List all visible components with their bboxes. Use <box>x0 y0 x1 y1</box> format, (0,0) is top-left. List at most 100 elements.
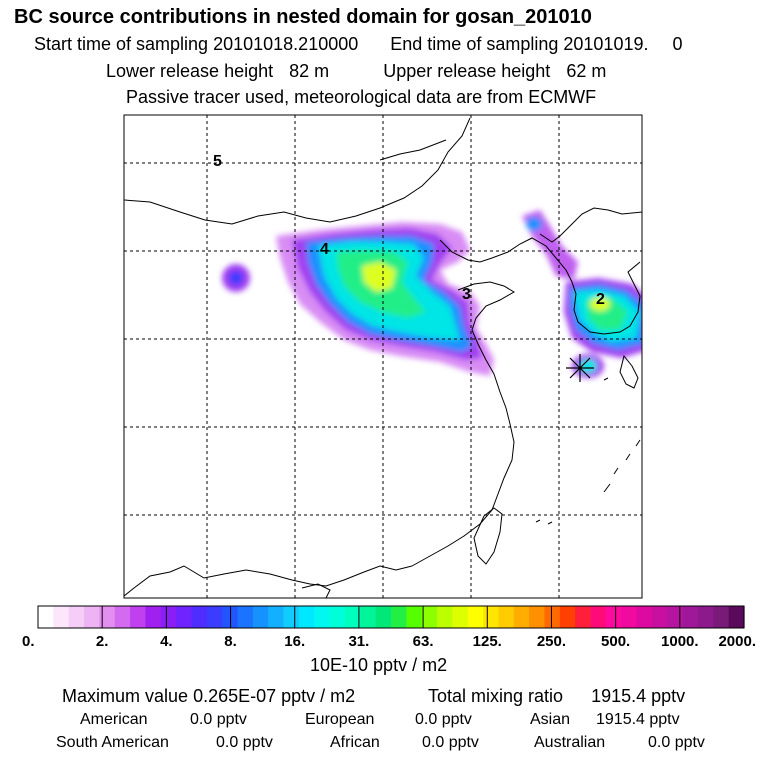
upper-label: Upper release height <box>383 61 551 81</box>
plume-west-spot-inner <box>229 271 243 285</box>
colorbar-cell <box>206 606 223 628</box>
colorbar-tick-label: 125. <box>473 633 502 650</box>
colorbar-cell <box>483 606 500 628</box>
colorbar-frame <box>37 605 745 629</box>
colorbar-cell <box>99 606 116 628</box>
coastline-korea-north <box>539 207 642 243</box>
colorbar-cells <box>38 606 745 628</box>
region-name-american: American <box>80 711 148 728</box>
colorbar-cell <box>452 606 469 628</box>
coastline-northeast <box>379 139 447 161</box>
colorbar-units: 10E-10 pptv / m2 <box>310 655 448 675</box>
colorbar-cell <box>406 606 423 628</box>
colorbar-tick-labels: 0. 2. 4. 8. 16. 31. 63. 125. 250. 500. 1000. 2000. <box>22 633 756 650</box>
colorbar-cell <box>176 606 193 628</box>
coastline-east-china <box>411 373 515 567</box>
colorbar-cell <box>314 606 331 628</box>
colorbar-tick-label: 16. <box>284 633 305 650</box>
colorbar-cell <box>191 606 208 628</box>
map-frame <box>123 114 643 599</box>
colorbar-tick-label: 1000. <box>661 633 699 650</box>
end-label: End time of sampling <box>390 34 559 54</box>
upper-value: 62 m <box>566 61 607 81</box>
coastline-hainan <box>301 583 331 598</box>
colorbar-cell <box>38 606 54 628</box>
region-value-south-american: 0.0 pptv <box>216 734 273 751</box>
colorbar-tick-label: 4. <box>160 633 173 650</box>
plume-jeju-inner <box>579 359 597 373</box>
coastline-korea <box>555 257 641 335</box>
colorbar-tick-label: 0. <box>22 633 35 650</box>
trajectory-label-5: 5 <box>213 153 222 170</box>
colorbar-cell <box>590 606 607 628</box>
colorbar-tick-label: 8. <box>224 633 237 650</box>
start-label: Start time of sampling <box>34 34 209 54</box>
colorbar-cell <box>421 606 438 628</box>
plume-layer-yellow <box>362 262 396 292</box>
colorbar-tick-lines <box>37 606 745 628</box>
colorbar-cell <box>283 606 300 628</box>
colorbar-cell <box>160 606 177 628</box>
colorbar-cell <box>437 606 453 628</box>
secondary-plumes <box>222 210 642 378</box>
trajectory-label-2: 2 <box>596 291 605 308</box>
colorbar-cell <box>559 606 576 628</box>
colorbar-cell <box>651 606 668 628</box>
region-value-australian: 0.0 pptv <box>648 734 705 751</box>
colorbar-cell <box>252 606 269 628</box>
sampling-time-line: Start time of sampling 20101018.210000 E… <box>34 34 683 55</box>
region-value-asian: 1915.4 pptv <box>596 711 680 728</box>
colorbar-cell <box>68 606 85 628</box>
colorbar-cell <box>682 606 699 628</box>
region-value-european: 0.0 pptv <box>415 711 472 728</box>
release-height-line: Lower release height 82 m Upper release … <box>106 61 606 82</box>
colorbar-cell <box>130 606 147 628</box>
colorbar-cell <box>84 606 100 628</box>
region-value-american: 0.0 pptv <box>190 711 247 728</box>
coastline-taiwan <box>473 507 503 565</box>
max-label: Maximum value <box>62 686 189 706</box>
coastline-ryukyu <box>603 439 641 493</box>
lower-label: Lower release height <box>106 61 274 81</box>
region-value-african: 0.0 pptv <box>422 734 479 751</box>
total-value: 1915.4 pptv <box>591 686 686 706</box>
colorbar-cell <box>728 606 745 628</box>
colorbar-cell <box>467 606 484 628</box>
colorbar-tick-label: 2000. <box>718 633 756 650</box>
coastline-japan-kyushu <box>619 354 639 389</box>
colorbar-tick-label: 31. <box>348 633 369 650</box>
colorbar-cell <box>391 606 407 628</box>
colorbar-tick-label: 2. <box>96 633 109 650</box>
total-label: Total mixing ratio <box>428 686 564 706</box>
colorbar-tick-label: 250. <box>537 633 566 650</box>
graticule <box>124 115 642 598</box>
coastline-mongolia-border <box>124 117 471 225</box>
trajectory-label-3: 3 <box>462 286 471 303</box>
coastline-islands <box>535 377 609 525</box>
map-content: 5 4 3 2 <box>124 115 642 598</box>
max-value: 0.265E-07 pptv / m2 <box>193 686 356 706</box>
trajectory-label-4: 4 <box>320 241 329 258</box>
colorbar-tick-label: 500. <box>601 633 630 650</box>
plume-korea-yellow <box>590 297 610 311</box>
region-name-european: European <box>305 711 375 728</box>
colorbar-cell <box>697 606 714 628</box>
colorbar-cell <box>329 606 346 628</box>
colorbar-cell <box>544 606 561 628</box>
end-extra: 0 <box>672 34 683 54</box>
colorbar-cell <box>237 606 254 628</box>
colorbar-cell <box>344 606 361 628</box>
colorbar-cell <box>636 606 653 628</box>
colorbar-cell <box>529 606 546 628</box>
colorbar-cell <box>575 606 592 628</box>
colorbar-cell <box>145 606 162 628</box>
colorbar-cell <box>621 606 638 628</box>
colorbar-cell <box>513 606 530 628</box>
colorbar-cell <box>605 606 622 628</box>
colorbar-cell <box>114 606 131 628</box>
plot-title: BC source contributions in nested domain… <box>14 6 592 28</box>
max-value-line: Maximum value 0.265E-07 pptv / m2 <box>62 686 355 707</box>
end-value: 20101019. <box>563 34 649 54</box>
